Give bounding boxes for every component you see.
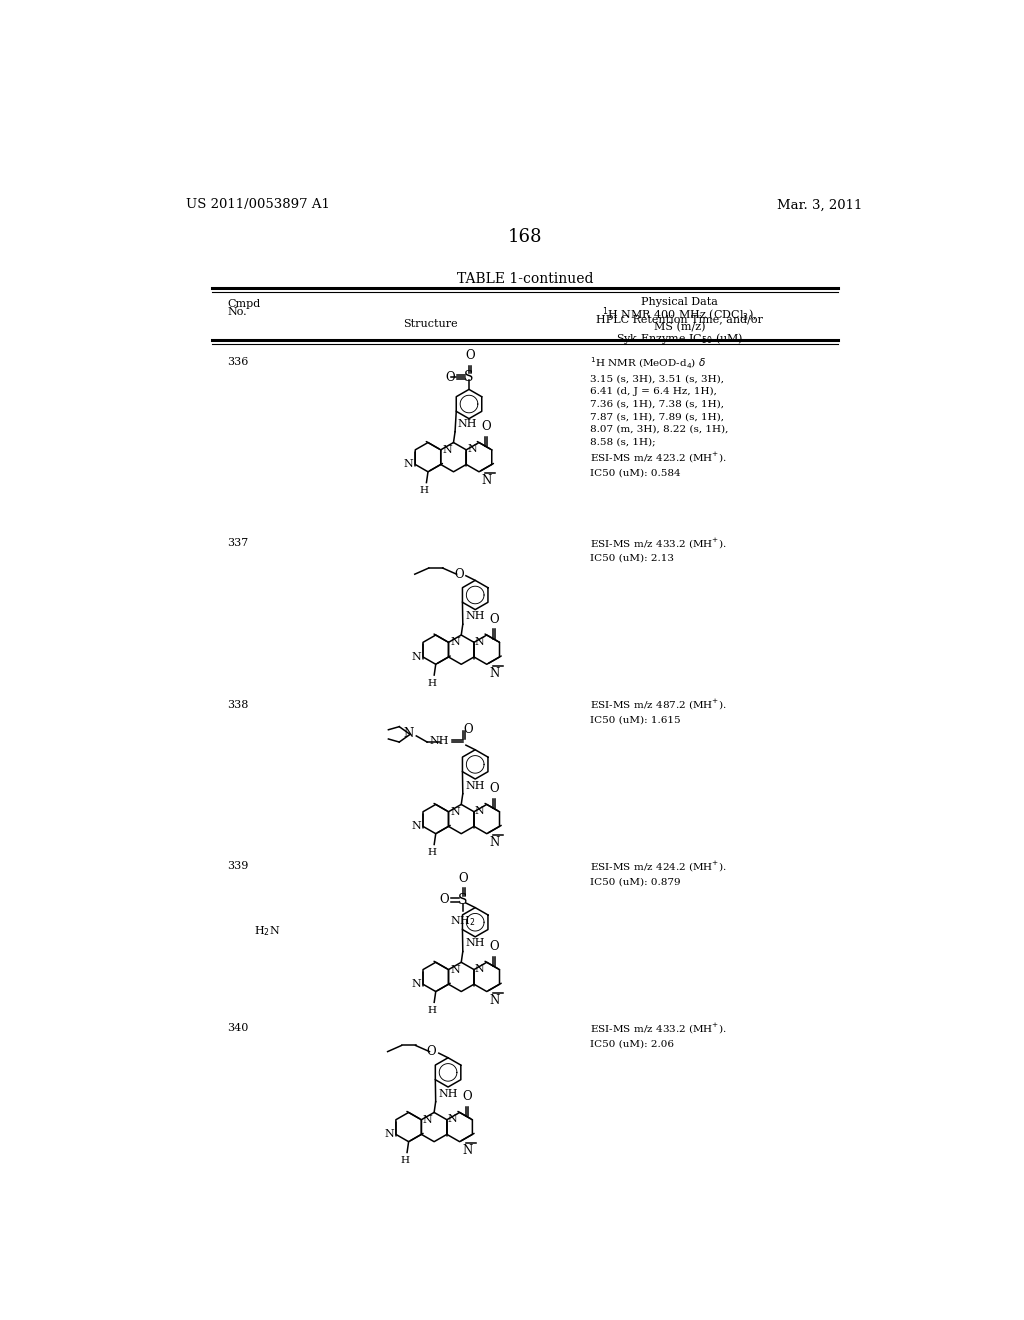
Text: N: N <box>489 667 500 680</box>
Text: O: O <box>489 940 499 953</box>
Text: NH: NH <box>465 939 484 949</box>
Text: N: N <box>450 807 460 817</box>
Text: NH: NH <box>429 737 449 746</box>
Text: S: S <box>458 892 468 907</box>
Text: N: N <box>475 807 484 816</box>
Text: US 2011/0053897 A1: US 2011/0053897 A1 <box>186 198 330 211</box>
Text: H: H <box>427 849 436 857</box>
Text: No.: No. <box>227 308 247 317</box>
Text: MS (m/z): MS (m/z) <box>654 322 706 333</box>
Text: O: O <box>459 871 468 884</box>
Text: 339: 339 <box>227 862 249 871</box>
Text: 338: 338 <box>227 700 249 710</box>
Text: N: N <box>423 1115 433 1125</box>
Text: N: N <box>385 1130 394 1139</box>
Text: Structure: Structure <box>402 318 458 329</box>
Text: O: O <box>465 348 474 362</box>
Text: Physical Data: Physical Data <box>641 297 718 308</box>
Text: N: N <box>475 636 484 647</box>
Text: H: H <box>427 1006 436 1015</box>
Text: N: N <box>442 445 452 455</box>
Text: N: N <box>489 994 500 1007</box>
Text: 340: 340 <box>227 1023 249 1034</box>
Text: O: O <box>464 723 473 737</box>
Text: H: H <box>400 1156 410 1166</box>
Text: N: N <box>412 652 422 661</box>
Text: ESI-MS m/z 433.2 (MH$^{+}$).
IC50 (uM): 2.06: ESI-MS m/z 433.2 (MH$^{+}$). IC50 (uM): … <box>590 1022 727 1048</box>
Text: N: N <box>403 727 414 741</box>
Text: HPLC Retention Time, and/or: HPLC Retention Time, and/or <box>596 314 763 323</box>
Text: N: N <box>412 979 422 989</box>
Text: O: O <box>445 371 455 384</box>
Text: ESI-MS m/z 424.2 (MH$^{+}$).
IC50 (uM): 0.879: ESI-MS m/z 424.2 (MH$^{+}$). IC50 (uM): … <box>590 859 727 887</box>
Text: 337: 337 <box>227 539 249 548</box>
Text: S: S <box>464 370 474 384</box>
Text: O: O <box>489 612 499 626</box>
Text: Cmpd: Cmpd <box>227 298 260 309</box>
Text: N: N <box>467 444 477 454</box>
Text: ESI-MS m/z 433.2 (MH$^{+}$).
IC50 (uM): 2.13: ESI-MS m/z 433.2 (MH$^{+}$). IC50 (uM): … <box>590 536 727 564</box>
Text: NH: NH <box>438 1089 458 1098</box>
Text: N: N <box>447 1114 458 1123</box>
Text: O: O <box>439 894 449 907</box>
Text: N: N <box>450 638 460 647</box>
Text: Syk Enzyme IC$_{50}$ (uM): Syk Enzyme IC$_{50}$ (uM) <box>616 331 743 346</box>
Text: N: N <box>450 965 460 974</box>
Text: NH: NH <box>465 611 484 622</box>
Text: H: H <box>427 678 436 688</box>
Text: TABLE 1-continued: TABLE 1-continued <box>457 272 593 286</box>
Text: Mar. 3, 2011: Mar. 3, 2011 <box>777 198 862 211</box>
Text: O: O <box>462 1090 472 1104</box>
Text: $^{1}$H NMR (MeOD-d$_{4}$) $\delta$
3.15 (s, 3H), 3.51 (s, 3H),
6.41 (d, J = 6.4: $^{1}$H NMR (MeOD-d$_{4}$) $\delta$ 3.15… <box>590 355 728 478</box>
Text: N: N <box>412 821 422 832</box>
Text: $^{1}$H NMR 400 MHz (CDCl$_{3}$),: $^{1}$H NMR 400 MHz (CDCl$_{3}$), <box>602 305 757 323</box>
Text: ESI-MS m/z 487.2 (MH$^{+}$).
IC50 (uM): 1.615: ESI-MS m/z 487.2 (MH$^{+}$). IC50 (uM): … <box>590 698 727 725</box>
Text: NH$_{2}$: NH$_{2}$ <box>450 913 475 928</box>
Text: N: N <box>403 459 414 470</box>
Text: N: N <box>475 964 484 974</box>
Text: NH: NH <box>465 780 484 791</box>
Text: 168: 168 <box>508 227 542 246</box>
Text: 336: 336 <box>227 358 249 367</box>
Text: O: O <box>454 568 464 581</box>
Text: O: O <box>489 781 499 795</box>
Text: NH: NH <box>458 418 477 429</box>
Text: N: N <box>489 836 500 849</box>
Text: N: N <box>462 1144 472 1158</box>
Text: N: N <box>481 474 492 487</box>
Text: O: O <box>481 420 490 433</box>
Text: O: O <box>427 1045 436 1059</box>
Text: H: H <box>420 487 429 495</box>
Text: H$_{2}$N: H$_{2}$N <box>254 924 281 937</box>
